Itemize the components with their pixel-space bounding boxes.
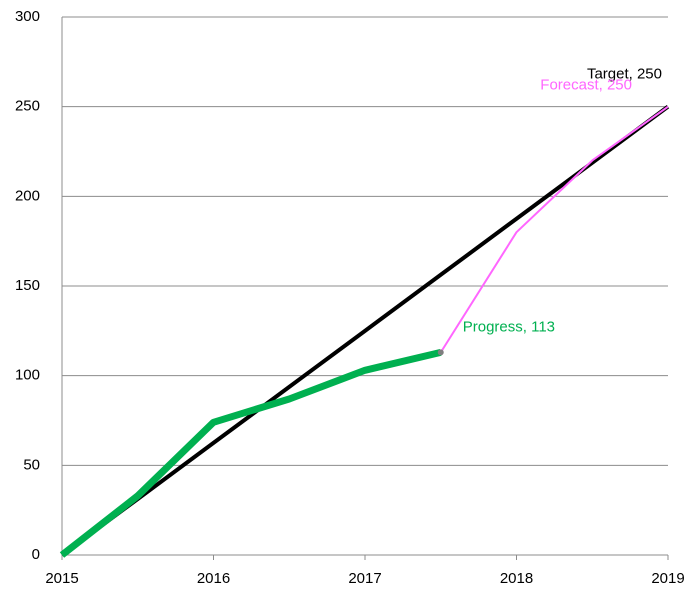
x-tick-label: 2019 xyxy=(651,570,684,587)
series-line xyxy=(439,105,669,353)
series-line xyxy=(60,105,670,557)
x-tick-label: 2015 xyxy=(45,570,78,587)
y-tick-label: 100 xyxy=(15,367,40,384)
y-tick-label: 150 xyxy=(15,277,40,294)
x-tick-label: 2018 xyxy=(500,570,533,587)
x-tick-label: 2016 xyxy=(197,570,230,587)
data-label: Target, 250 xyxy=(587,66,662,83)
y-tick-label: 250 xyxy=(15,98,40,115)
y-tick-label: 50 xyxy=(23,456,40,473)
x-tick-label: 2017 xyxy=(348,570,381,587)
series-line xyxy=(59,348,442,558)
y-tick-label: 300 xyxy=(15,8,40,25)
data-label: Forecast, 250 xyxy=(540,77,632,94)
data-label: Progress, 113 xyxy=(463,318,555,335)
y-tick-label: 0 xyxy=(32,546,40,563)
point-marker xyxy=(437,349,444,356)
y-tick-label: 200 xyxy=(15,187,40,204)
